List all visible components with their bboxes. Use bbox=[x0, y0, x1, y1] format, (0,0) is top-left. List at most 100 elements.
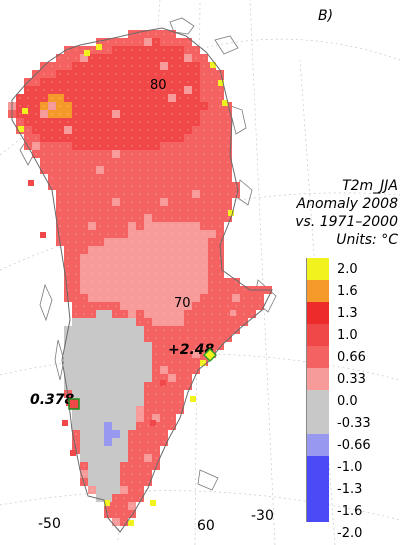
anomaly-cell bbox=[96, 78, 104, 86]
grid-dot bbox=[211, 153, 213, 155]
anomaly-cell bbox=[56, 110, 64, 118]
anomaly-cell bbox=[136, 110, 144, 118]
legend-swatch bbox=[306, 390, 329, 412]
grid-dot bbox=[171, 137, 173, 139]
grid-dot bbox=[91, 249, 93, 251]
anomaly-cell bbox=[48, 94, 56, 102]
graticule-line bbox=[299, 59, 336, 545]
grid-dot bbox=[187, 49, 189, 51]
grid-dot bbox=[75, 201, 77, 203]
anomaly-cell bbox=[64, 254, 72, 262]
grid-dot bbox=[203, 273, 205, 275]
grid-dot bbox=[179, 313, 181, 315]
grid-dot bbox=[75, 65, 77, 67]
grid-dot bbox=[155, 417, 157, 419]
grid-dot bbox=[219, 121, 221, 123]
coastal-cell bbox=[84, 50, 90, 56]
grid-dot bbox=[83, 105, 85, 107]
anomaly-cell bbox=[64, 182, 72, 190]
anomaly-cell bbox=[80, 462, 88, 470]
grid-dot bbox=[163, 433, 165, 435]
grid-dot bbox=[195, 105, 197, 107]
grid-dot bbox=[147, 265, 149, 267]
anomaly-cell bbox=[64, 350, 72, 358]
grid-dot bbox=[155, 401, 157, 403]
grid-dot bbox=[91, 177, 93, 179]
grid-dot bbox=[19, 113, 21, 115]
grid-dot bbox=[195, 217, 197, 219]
anomaly-cell bbox=[88, 438, 96, 446]
grid-dot bbox=[131, 233, 133, 235]
anomaly-cell bbox=[128, 446, 136, 454]
anomaly-cell bbox=[176, 150, 184, 158]
anomaly-cell bbox=[72, 390, 80, 398]
grid-dot bbox=[195, 329, 197, 331]
grid-dot bbox=[219, 289, 221, 291]
anomaly-cell bbox=[200, 206, 208, 214]
anomaly-cell bbox=[112, 38, 120, 46]
grid-dot bbox=[187, 193, 189, 195]
grid-dot bbox=[163, 337, 165, 339]
anomaly-cell bbox=[72, 230, 80, 238]
anomaly-cell bbox=[128, 254, 136, 262]
grid-dot bbox=[171, 153, 173, 155]
legend-tick-label: -0.66 bbox=[337, 438, 371, 453]
grid-dot bbox=[195, 193, 197, 195]
grid-dot bbox=[179, 281, 181, 283]
anomaly-cell bbox=[112, 270, 120, 278]
anomaly-cell bbox=[104, 238, 112, 246]
grid-dot bbox=[123, 145, 125, 147]
grid-dot bbox=[179, 201, 181, 203]
grid-dot bbox=[179, 345, 181, 347]
anomaly-cell bbox=[40, 102, 48, 110]
anomaly-cell bbox=[40, 110, 48, 118]
anomaly-cell bbox=[224, 286, 232, 294]
grid-dot bbox=[211, 305, 213, 307]
grid-dot bbox=[195, 233, 197, 235]
grid-dot bbox=[123, 273, 125, 275]
anomaly-cell bbox=[120, 334, 128, 342]
anomaly-cell bbox=[72, 86, 80, 94]
grid-dot bbox=[171, 105, 173, 107]
grid-dot bbox=[163, 81, 165, 83]
anomaly-cell bbox=[128, 478, 136, 486]
grid-dot bbox=[147, 121, 149, 123]
anomaly-cell bbox=[96, 430, 104, 438]
grid-dot bbox=[107, 233, 109, 235]
legend-tick-label: 2.0 bbox=[337, 262, 358, 277]
diamond-marker bbox=[203, 348, 217, 362]
anomaly-cell bbox=[96, 294, 104, 302]
anomaly-cell bbox=[160, 94, 168, 102]
anomaly-cell bbox=[176, 382, 184, 390]
anomaly-cell bbox=[216, 262, 224, 270]
anomaly-cell bbox=[208, 134, 216, 142]
anomaly-cell bbox=[128, 310, 136, 318]
grid-dot bbox=[147, 297, 149, 299]
anomaly-cell bbox=[136, 350, 144, 358]
anomaly-cell bbox=[208, 142, 216, 150]
anomaly-cell bbox=[120, 86, 128, 94]
anomaly-cell bbox=[80, 54, 88, 62]
coastal-cell bbox=[40, 232, 46, 238]
grid-dot bbox=[147, 153, 149, 155]
anomaly-cell bbox=[88, 54, 96, 62]
anomaly-cell bbox=[216, 198, 224, 206]
grid-dot bbox=[171, 113, 173, 115]
grid-dot bbox=[155, 385, 157, 387]
grid-dot bbox=[43, 153, 45, 155]
grid-dot bbox=[115, 129, 117, 131]
grid-dot bbox=[179, 97, 181, 99]
anomaly-cell bbox=[176, 390, 184, 398]
anomaly-cell bbox=[176, 246, 184, 254]
grid-dot bbox=[107, 97, 109, 99]
anomaly-cell bbox=[112, 110, 120, 118]
grid-dot bbox=[155, 145, 157, 147]
anomaly-cell bbox=[88, 150, 96, 158]
anomaly-cell bbox=[144, 198, 152, 206]
grid-dot bbox=[203, 329, 205, 331]
anomaly-cell bbox=[176, 174, 184, 182]
grid-dot bbox=[139, 49, 141, 51]
anomaly-cell bbox=[80, 190, 88, 198]
anomaly-cell bbox=[136, 78, 144, 86]
grid-dot bbox=[131, 129, 133, 131]
